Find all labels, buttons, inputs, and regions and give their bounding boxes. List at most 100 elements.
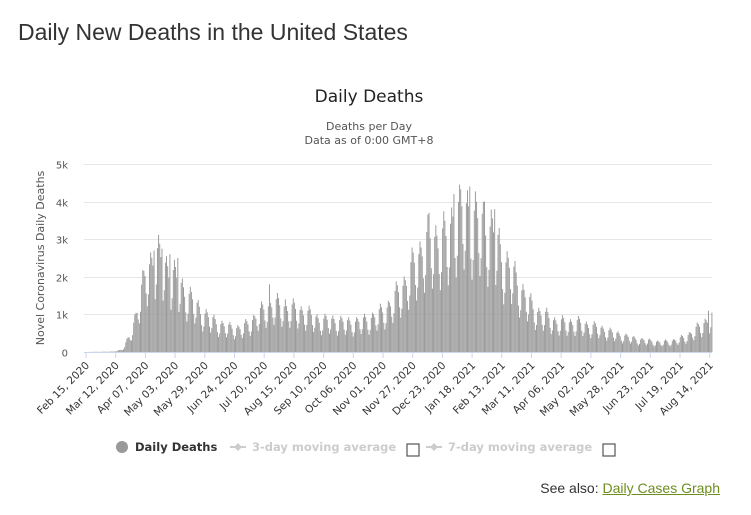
bar[interactable] (224, 333, 226, 352)
bar[interactable] (422, 278, 424, 352)
bar[interactable] (246, 321, 248, 352)
bar[interactable] (124, 347, 126, 352)
bar[interactable] (229, 321, 231, 352)
bar[interactable] (462, 243, 464, 352)
legend-item-3-day-average[interactable]: 3-day moving average (230, 440, 396, 454)
bar[interactable] (335, 330, 337, 352)
bar[interactable] (376, 330, 378, 352)
bar[interactable] (222, 323, 224, 352)
bar[interactable] (156, 248, 158, 352)
bar[interactable] (398, 292, 399, 352)
bar[interactable] (366, 321, 368, 353)
bar[interactable] (167, 266, 169, 352)
bar[interactable] (206, 312, 208, 352)
bar[interactable] (138, 323, 140, 352)
bars-series[interactable] (84, 184, 713, 353)
bar[interactable] (631, 341, 633, 352)
bar[interactable] (218, 336, 220, 352)
bar[interactable] (390, 306, 392, 352)
bar[interactable] (205, 309, 207, 352)
bar[interactable] (482, 201, 484, 352)
bar[interactable] (340, 315, 342, 352)
bar[interactable] (693, 340, 695, 352)
bar[interactable] (668, 344, 670, 352)
bar[interactable] (706, 322, 708, 352)
bar[interactable] (179, 303, 181, 352)
bar[interactable] (569, 319, 571, 352)
bar[interactable] (342, 321, 344, 352)
bar[interactable] (574, 335, 576, 352)
bar[interactable] (695, 326, 697, 352)
bar[interactable] (565, 330, 567, 352)
bar[interactable] (169, 254, 171, 352)
bar[interactable] (577, 316, 579, 352)
bar[interactable] (153, 250, 155, 352)
bar[interactable] (505, 262, 507, 352)
bar[interactable] (640, 339, 642, 352)
bar[interactable] (566, 335, 568, 352)
bar[interactable] (610, 329, 612, 353)
bar[interactable] (609, 327, 611, 352)
bar[interactable] (282, 321, 284, 352)
bar[interactable] (305, 330, 307, 352)
bar[interactable] (333, 318, 335, 352)
bar[interactable] (525, 311, 527, 352)
bar[interactable] (641, 337, 643, 352)
bar[interactable] (384, 329, 386, 352)
bar[interactable] (391, 316, 393, 352)
bar[interactable] (711, 312, 713, 352)
bar[interactable] (521, 290, 523, 352)
bar[interactable] (399, 307, 401, 352)
bar[interactable] (119, 349, 121, 352)
bar[interactable] (665, 339, 666, 352)
bar[interactable] (541, 324, 543, 352)
bar[interactable] (511, 304, 513, 352)
bar[interactable] (288, 321, 290, 352)
bar[interactable] (452, 216, 454, 352)
bar[interactable] (344, 334, 346, 352)
bar[interactable] (450, 223, 452, 352)
bar[interactable] (625, 333, 627, 352)
bar[interactable] (393, 313, 395, 352)
bar[interactable] (387, 300, 389, 352)
bar[interactable] (345, 330, 347, 352)
bar[interactable] (295, 308, 296, 352)
bar[interactable] (324, 313, 326, 352)
bar[interactable] (659, 342, 661, 352)
bar[interactable] (198, 306, 200, 352)
bar[interactable] (331, 318, 333, 352)
bar[interactable] (350, 324, 352, 352)
bar[interactable] (250, 331, 252, 352)
bar[interactable] (358, 321, 360, 352)
bar[interactable] (579, 318, 581, 352)
bar[interactable] (351, 332, 353, 352)
bar[interactable] (429, 238, 431, 352)
bar[interactable] (494, 209, 496, 352)
bar[interactable] (168, 277, 170, 352)
bar[interactable] (632, 336, 634, 352)
bar[interactable] (325, 315, 327, 352)
bar[interactable] (123, 349, 124, 352)
bar[interactable] (431, 288, 433, 352)
bar[interactable] (330, 329, 332, 352)
bar[interactable] (235, 336, 237, 352)
bar[interactable] (670, 344, 672, 352)
bar[interactable] (522, 284, 524, 352)
bar[interactable] (677, 344, 679, 352)
bar[interactable] (231, 328, 233, 352)
bar[interactable] (498, 228, 500, 352)
bar[interactable] (141, 284, 143, 352)
bar[interactable] (599, 335, 601, 352)
bar[interactable] (143, 270, 145, 352)
bar[interactable] (271, 307, 273, 352)
bar[interactable] (395, 281, 397, 352)
bar[interactable] (622, 343, 623, 352)
bar[interactable] (115, 351, 117, 353)
bar[interactable] (611, 332, 613, 352)
bar[interactable] (427, 214, 429, 352)
bar[interactable] (524, 297, 526, 352)
bar[interactable] (697, 323, 699, 352)
bar[interactable] (676, 343, 678, 352)
bar[interactable] (209, 326, 210, 352)
bar[interactable] (221, 320, 223, 352)
